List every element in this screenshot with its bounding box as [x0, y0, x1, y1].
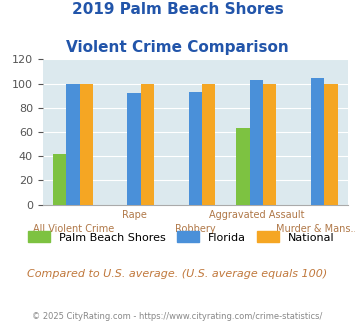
- Text: Violent Crime Comparison: Violent Crime Comparison: [66, 40, 289, 54]
- Bar: [80, 83, 93, 205]
- Text: All Violent Crime: All Violent Crime: [33, 224, 114, 234]
- Bar: [141, 83, 154, 205]
- Bar: [324, 83, 338, 205]
- Bar: [263, 83, 277, 205]
- Text: Robbery: Robbery: [175, 224, 215, 234]
- Bar: [189, 92, 202, 205]
- Text: Rape: Rape: [122, 210, 147, 219]
- Bar: [202, 83, 215, 205]
- Text: Murder & Mans...: Murder & Mans...: [275, 224, 355, 234]
- Bar: [250, 80, 263, 205]
- Text: Compared to U.S. average. (U.S. average equals 100): Compared to U.S. average. (U.S. average …: [27, 269, 328, 279]
- Bar: [66, 83, 80, 205]
- Bar: [311, 78, 324, 205]
- Text: © 2025 CityRating.com - https://www.cityrating.com/crime-statistics/: © 2025 CityRating.com - https://www.city…: [32, 312, 323, 321]
- Legend: Palm Beach Shores, Florida, National: Palm Beach Shores, Florida, National: [23, 227, 339, 247]
- Text: Aggravated Assault: Aggravated Assault: [208, 210, 304, 219]
- Bar: [53, 154, 66, 205]
- Text: 2019 Palm Beach Shores: 2019 Palm Beach Shores: [72, 2, 283, 16]
- Bar: [236, 128, 250, 205]
- Bar: [127, 93, 141, 205]
